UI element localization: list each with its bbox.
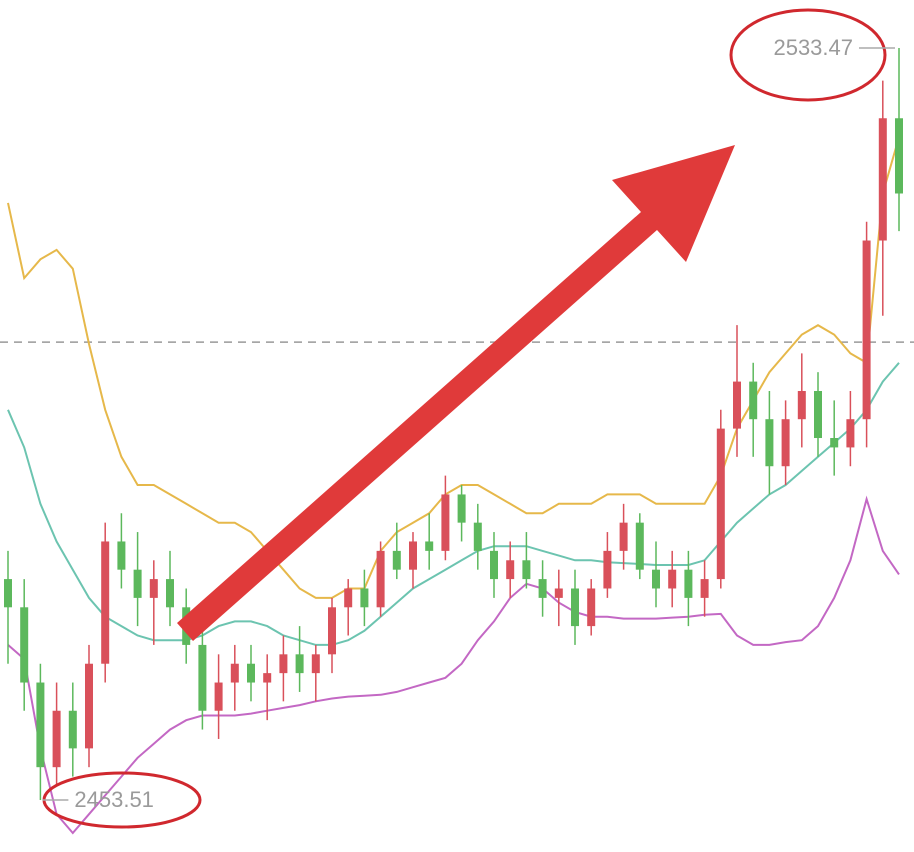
candle-body: [295, 654, 304, 674]
candle-body: [668, 569, 677, 589]
candle-body: [814, 390, 822, 439]
candle-body: [554, 588, 563, 598]
candle-body: [311, 654, 320, 674]
candle-body: [571, 588, 579, 627]
candle-body: [538, 579, 547, 598]
candle-body: [700, 579, 709, 598]
candle-body: [603, 550, 612, 589]
candle-body: [749, 381, 758, 420]
candle-body: [85, 663, 93, 749]
candle-body: [587, 588, 596, 627]
trend-arrow: [177, 145, 735, 641]
candle-body: [765, 419, 774, 467]
candle-body: [392, 550, 401, 570]
candle-body: [635, 522, 644, 570]
candle-body: [20, 607, 29, 683]
candle-body: [797, 390, 806, 420]
candle-body: [230, 663, 239, 683]
candle-body: [409, 541, 417, 570]
candle-body: [652, 569, 660, 589]
candle-body: [830, 438, 839, 448]
candle-body: [619, 522, 628, 551]
candle-body: [279, 654, 288, 674]
band-line: [7, 136, 900, 599]
candle-body: [506, 560, 515, 580]
candle-body: [149, 579, 158, 598]
candle-body: [473, 522, 482, 551]
band-line: [7, 362, 900, 646]
candle-body: [52, 710, 61, 768]
annotations: 2533.47 2453.51: [42, 8, 895, 829]
candle-body: [247, 663, 255, 683]
candle-body: [328, 607, 336, 655]
candle-body: [198, 644, 207, 711]
candle-body: [263, 673, 272, 683]
candle-body: [522, 560, 531, 580]
candle-body: [117, 541, 126, 570]
candle-body: [457, 494, 466, 523]
band-line: [7, 495, 900, 835]
candle-body: [490, 550, 498, 580]
candle-body: [360, 588, 369, 608]
candle-body: [733, 381, 741, 429]
candle-body: [425, 541, 434, 551]
candle-body: [36, 682, 45, 768]
candle-body: [716, 428, 725, 580]
candle-body: [878, 118, 887, 241]
low-label: 2453.51: [74, 787, 154, 812]
plot-area: [0, 48, 914, 835]
candle-body: [846, 419, 855, 448]
candle-body: [781, 419, 790, 467]
candle-body: [441, 494, 450, 551]
candle-body: [101, 541, 110, 664]
candle-body: [166, 579, 174, 608]
candle-body: [895, 118, 903, 194]
candle-body: [68, 710, 77, 749]
candle-body: [684, 569, 693, 598]
candle-body: [214, 682, 223, 711]
candle-body: [4, 579, 12, 608]
high-circle: [729, 8, 887, 102]
high-label: 2533.47: [773, 35, 853, 60]
candle-body: [133, 569, 142, 598]
candle-body: [344, 588, 353, 608]
candle-body: [376, 550, 385, 608]
candle-body: [862, 240, 871, 420]
